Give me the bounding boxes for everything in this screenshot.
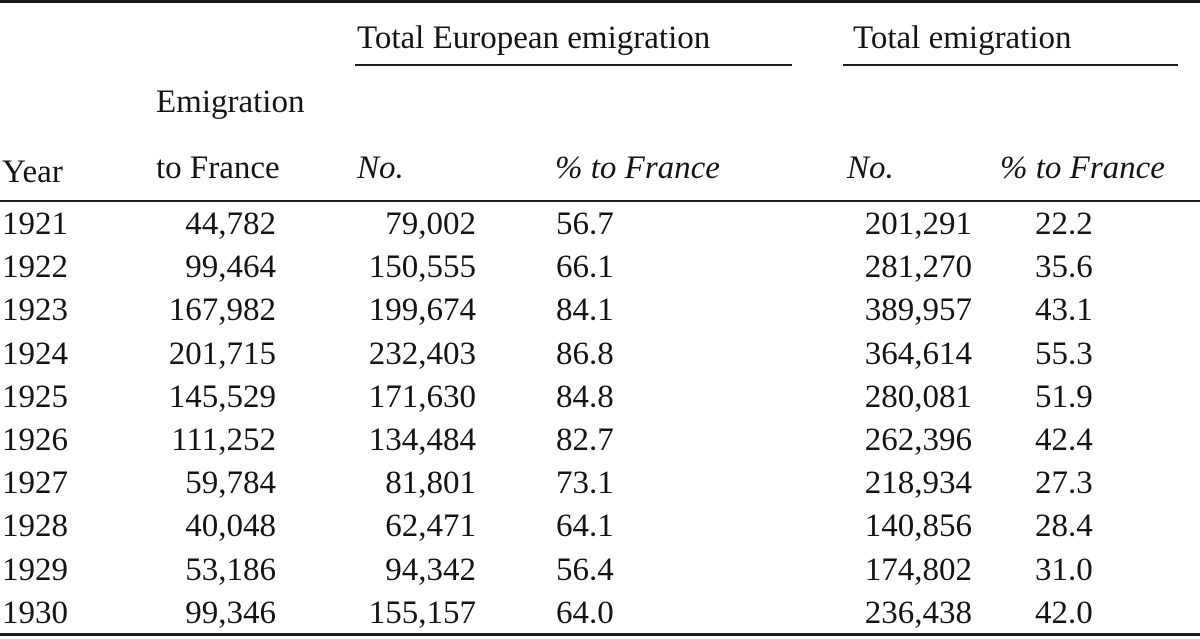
cell-total-pct: 42.0 [1035,594,1093,631]
cell-year: 1923 [2,292,68,329]
column-header-year: Year [2,154,63,190]
cell-emigration-to-france: 111,252 [171,422,276,458]
cell-total-pct: 51.9 [1035,378,1093,415]
column-header-emigration-line2: to France [156,150,280,186]
cell-european-pct: 66.1 [556,249,614,286]
cell-emigration-to-france: 99,464 [185,249,276,286]
cell-total-pct: 22.2 [1035,206,1093,242]
cell-european-pct: 64.1 [556,508,614,545]
cell-european-no: 199,674 [368,292,476,329]
cell-european-no: 79,002 [385,206,476,242]
cell-european-no: 134,484 [368,422,476,458]
cell-total-no: 174,802 [864,551,972,588]
cell-total-no: 389,957 [864,292,972,329]
cell-european-pct: 82.7 [556,422,614,458]
cell-emigration-to-france: 167,982 [168,292,276,329]
cell-emigration-to-france: 44,782 [185,206,276,242]
column-header-european-pct: % to France [555,150,720,186]
cell-total-no: 262,396 [864,422,972,458]
top-rule [0,0,1200,3]
cell-total-no: 218,934 [864,465,972,502]
column-header-total-pct: % to France [1000,150,1165,186]
cell-european-pct: 84.8 [556,378,614,415]
cell-year: 1930 [2,594,68,631]
cell-european-no: 171,630 [368,378,476,415]
cell-year: 1922 [2,249,68,286]
cell-year: 1927 [2,465,68,502]
cell-year: 1929 [2,551,68,588]
cell-total-pct: 42.4 [1035,422,1093,458]
cell-year: 1926 [2,422,68,458]
cell-european-pct: 84.1 [556,292,614,329]
cell-total-no: 236,438 [864,594,972,631]
cell-emigration-to-france: 53,186 [185,551,276,588]
cell-total-pct: 31.0 [1035,551,1093,588]
cell-european-no: 232,403 [368,335,476,372]
cell-total-pct: 28.4 [1035,508,1093,545]
cell-emigration-to-france: 99,346 [185,594,276,631]
cell-european-pct: 73.1 [556,465,614,502]
cell-total-pct: 35.6 [1035,249,1093,286]
cell-european-no: 81,801 [385,465,476,502]
cell-year: 1925 [2,378,68,415]
cell-year: 1928 [2,508,68,545]
cell-european-pct: 56.4 [556,551,614,588]
cell-emigration-to-france: 145,529 [168,378,276,415]
cell-year: 1921 [2,206,68,242]
cell-total-pct: 27.3 [1035,465,1093,502]
column-header-european-no: No. [357,150,404,186]
header-rule [0,200,1200,202]
cell-total-no: 280,081 [864,378,972,415]
european-group-rule [355,64,792,66]
cell-european-no: 155,157 [368,594,476,631]
cell-european-pct: 56.7 [556,206,614,242]
group-header-total: Total emigration [853,20,1072,56]
column-header-total-no: No. [847,150,894,186]
cell-total-no: 364,614 [864,335,972,372]
cell-european-pct: 86.8 [556,335,614,372]
cell-emigration-to-france: 201,715 [168,335,276,372]
cell-year: 1924 [2,335,68,372]
cell-european-no: 150,555 [368,249,476,286]
cell-european-no: 94,342 [385,551,476,588]
cell-total-no: 281,270 [864,249,972,286]
bottom-rule [0,633,1200,636]
cell-total-no: 140,856 [864,508,972,545]
column-header-emigration-line1: Emigration [156,84,305,120]
group-header-european: Total European emigration [357,20,711,56]
total-group-rule [843,64,1178,66]
cell-emigration-to-france: 40,048 [185,508,276,545]
cell-european-no: 62,471 [385,508,476,545]
cell-emigration-to-france: 59,784 [185,465,276,502]
cell-total-pct: 55.3 [1035,335,1093,372]
cell-total-no: 201,291 [864,206,972,242]
cell-total-pct: 43.1 [1035,292,1093,329]
cell-european-pct: 64.0 [556,594,614,631]
